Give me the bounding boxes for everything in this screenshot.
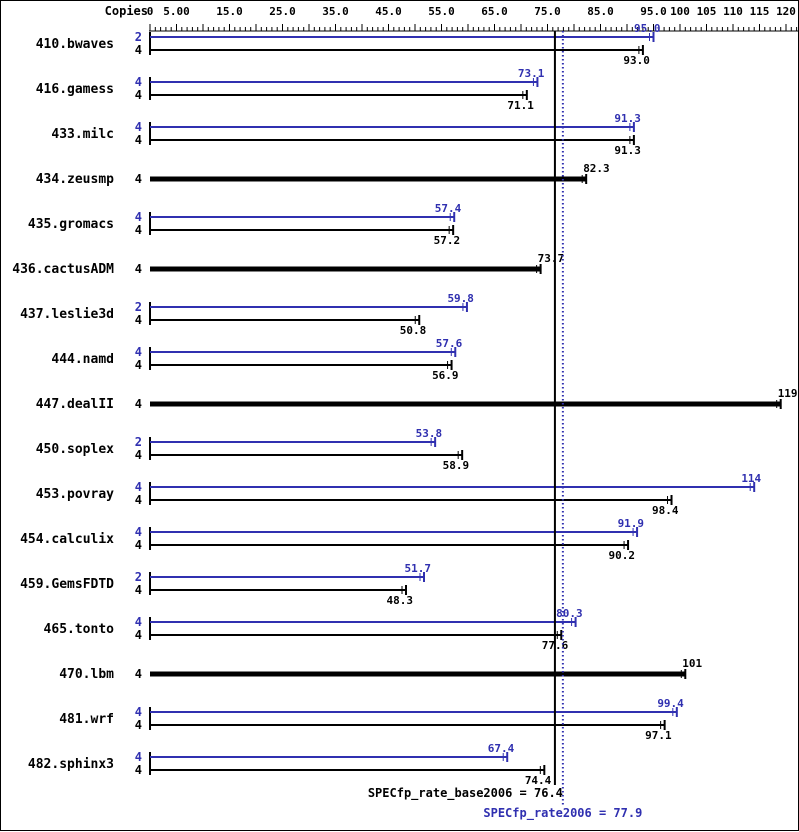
- peak-copies-value: 2: [135, 300, 142, 314]
- axis-tick-label: 120: [776, 5, 796, 18]
- peak-copies-value: 4: [135, 75, 142, 89]
- base-mean-label: SPECfp_rate_base2006 = 76.4: [367, 786, 563, 800]
- benchmark-label: 410.bwaves: [36, 37, 114, 52]
- peak-value-label: 57.6: [436, 337, 463, 350]
- benchmark-label: 465.tonto: [44, 622, 115, 637]
- axis-tick-label: 115: [750, 5, 770, 18]
- peak-mean-label: SPECfp_rate2006 = 77.9: [483, 806, 643, 820]
- base-value-label: 91.3: [614, 144, 641, 157]
- base-copies-value: 4: [135, 262, 142, 276]
- peak-copies-value: 2: [135, 435, 142, 449]
- base-value-label: 101: [682, 657, 702, 670]
- base-value-label: 119: [778, 387, 798, 400]
- base-value-label: 56.9: [432, 369, 459, 382]
- base-value-label: 73.7: [538, 252, 565, 265]
- peak-value-label: 51.7: [405, 562, 432, 575]
- axis-tick-label: 110: [723, 5, 743, 18]
- peak-copies-value: 4: [135, 345, 142, 359]
- base-copies-value: 4: [135, 172, 142, 186]
- benchmark-label: 436.cactusADM: [12, 262, 114, 277]
- base-value-label: 48.3: [386, 594, 413, 607]
- benchmark-label: 433.milc: [51, 127, 114, 142]
- peak-copies-value: 4: [135, 750, 142, 764]
- benchmark-label: 454.calculix: [20, 532, 114, 547]
- base-value-label: 98.4: [652, 504, 679, 517]
- axis-tick-label: 55.0: [428, 5, 455, 18]
- peak-value-label: 80.3: [556, 607, 583, 620]
- base-copies-value: 4: [135, 313, 142, 327]
- benchmark-label: 459.GemsFDTD: [20, 577, 114, 592]
- peak-value-label: 57.4: [435, 202, 462, 215]
- peak-copies-value: 4: [135, 705, 142, 719]
- peak-value-label: 73.1: [518, 67, 545, 80]
- peak-copies-value: 4: [135, 615, 142, 629]
- benchmark-label: 434.zeusmp: [36, 172, 114, 187]
- base-value-label: 90.2: [609, 549, 636, 562]
- base-copies-value: 4: [135, 763, 142, 777]
- peak-value-label: 95.0: [634, 22, 661, 35]
- base-copies-value: 4: [135, 397, 142, 411]
- base-copies-value: 4: [135, 493, 142, 507]
- peak-copies-value: 4: [135, 120, 142, 134]
- axis-tick-label: 5.00: [163, 5, 190, 18]
- axis-tick-label: 100: [670, 5, 690, 18]
- peak-copies-value: 4: [135, 525, 142, 539]
- peak-copies-value: 4: [135, 210, 142, 224]
- base-copies-value: 4: [135, 448, 142, 462]
- base-copies-value: 4: [135, 718, 142, 732]
- peak-value-label: 53.8: [416, 427, 443, 440]
- benchmark-label: 470.lbm: [59, 667, 114, 682]
- axis-tick-label: 0: [147, 5, 154, 18]
- benchmark-label: 481.wrf: [59, 712, 114, 727]
- base-value-label: 82.3: [583, 162, 610, 175]
- base-value-label: 74.4: [525, 774, 552, 787]
- base-copies-value: 4: [135, 223, 142, 237]
- benchmark-label: 450.soplex: [36, 442, 114, 457]
- axis-tick-label: 65.0: [481, 5, 508, 18]
- benchmark-label: 435.gromacs: [28, 217, 114, 232]
- copies-column-header: Copies: [104, 4, 148, 18]
- peak-copies-value: 2: [135, 570, 142, 584]
- axis-tick-label: 15.0: [216, 5, 243, 18]
- base-value-label: 97.1: [645, 729, 672, 742]
- base-copies-value: 4: [135, 667, 142, 681]
- base-value-label: 58.9: [443, 459, 470, 472]
- base-copies-value: 4: [135, 583, 142, 597]
- axis-tick-label: 75.0: [534, 5, 561, 18]
- peak-value-label: 114: [741, 472, 761, 485]
- axis-tick-label: 105: [697, 5, 717, 18]
- base-copies-value: 4: [135, 358, 142, 372]
- base-value-label: 50.8: [400, 324, 427, 337]
- peak-copies-value: 4: [135, 480, 142, 494]
- base-copies-value: 4: [135, 538, 142, 552]
- axis-tick-label: 95.0: [640, 5, 667, 18]
- benchmark-label: 437.leslie3d: [20, 307, 114, 322]
- peak-copies-value: 2: [135, 30, 142, 44]
- axis-tick-label: 35.0: [322, 5, 349, 18]
- base-value-label: 71.1: [507, 99, 534, 112]
- benchmark-label: 416.gamess: [36, 82, 114, 97]
- base-copies-value: 4: [135, 43, 142, 57]
- axis-tick-label: 25.0: [269, 5, 296, 18]
- peak-value-label: 59.8: [447, 292, 474, 305]
- base-copies-value: 4: [135, 133, 142, 147]
- peak-value-label: 99.4: [657, 697, 684, 710]
- peak-value-label: 91.9: [618, 517, 645, 530]
- axis-tick-label: 85.0: [587, 5, 614, 18]
- base-value-label: 93.0: [623, 54, 650, 67]
- peak-value-label: 91.3: [614, 112, 641, 125]
- benchmark-label: 444.namd: [51, 352, 114, 367]
- benchmark-label: 482.sphinx3: [28, 757, 114, 772]
- benchmark-label: 447.dealII: [36, 397, 114, 412]
- benchmark-label: 453.povray: [36, 487, 114, 502]
- base-copies-value: 4: [135, 628, 142, 642]
- peak-value-label: 67.4: [488, 742, 515, 755]
- axis-tick-label: 45.0: [375, 5, 402, 18]
- base-value-label: 57.2: [434, 234, 461, 247]
- base-copies-value: 4: [135, 88, 142, 102]
